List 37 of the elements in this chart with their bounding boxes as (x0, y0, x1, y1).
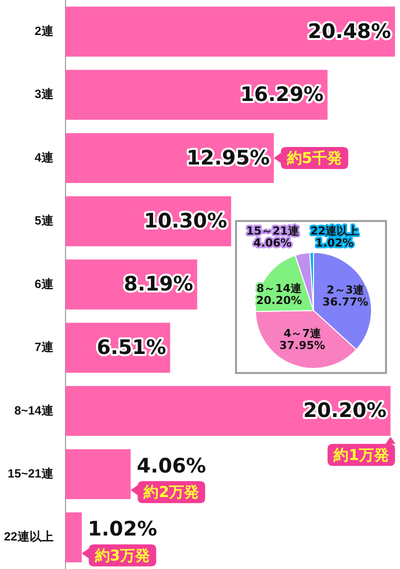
data-label: 6.51% (96, 334, 166, 359)
slice-label: 2～3連 (326, 283, 365, 296)
y-tick-label: 15~21連 (8, 466, 54, 480)
data-label: 12.95% (186, 145, 270, 170)
y-tick-label: 2連 (34, 24, 54, 38)
slice-label: 15～21連 (246, 224, 300, 238)
slice-label: 8～14連 (256, 282, 303, 296)
y-tick-label: 22連以上 (4, 530, 54, 544)
data-label: 1.02% (88, 516, 158, 541)
data-label: 1.02% (315, 236, 354, 250)
data-label: 20.20% (256, 294, 302, 308)
annotation: 約1万発 (332, 446, 389, 464)
y-tick-label: 5連 (34, 214, 54, 228)
data-label: 37.95% (279, 339, 326, 352)
data-label: 4.06% (136, 453, 206, 478)
annotation: 約5千発 (286, 148, 342, 167)
data-label: 4.06% (253, 236, 292, 250)
y-tick-label: 4連 (34, 150, 54, 164)
annotation: 約3万発 (94, 546, 150, 564)
y-tick-label: 7連 (34, 340, 54, 354)
bar (65, 449, 131, 500)
bar (65, 70, 328, 120)
slice-label: 22連以上 (310, 224, 359, 238)
bar (65, 512, 82, 562)
y-tick-label: 8~14連 (14, 403, 54, 418)
y-tick-label: 3連 (34, 87, 54, 102)
data-label: 20.48% (308, 18, 392, 43)
annotation: 約2万発 (142, 483, 200, 502)
bar (65, 6, 395, 57)
data-label: 8.19% (124, 272, 194, 296)
slice-label: 4～7連 (284, 327, 322, 340)
y-tick-label: 6連 (34, 276, 54, 291)
data-label: 20.20% (303, 398, 387, 422)
data-label: 36.77% (322, 295, 368, 308)
bar (65, 386, 390, 436)
data-label: 10.30% (144, 208, 228, 232)
data-label: 16.29% (240, 82, 324, 106)
